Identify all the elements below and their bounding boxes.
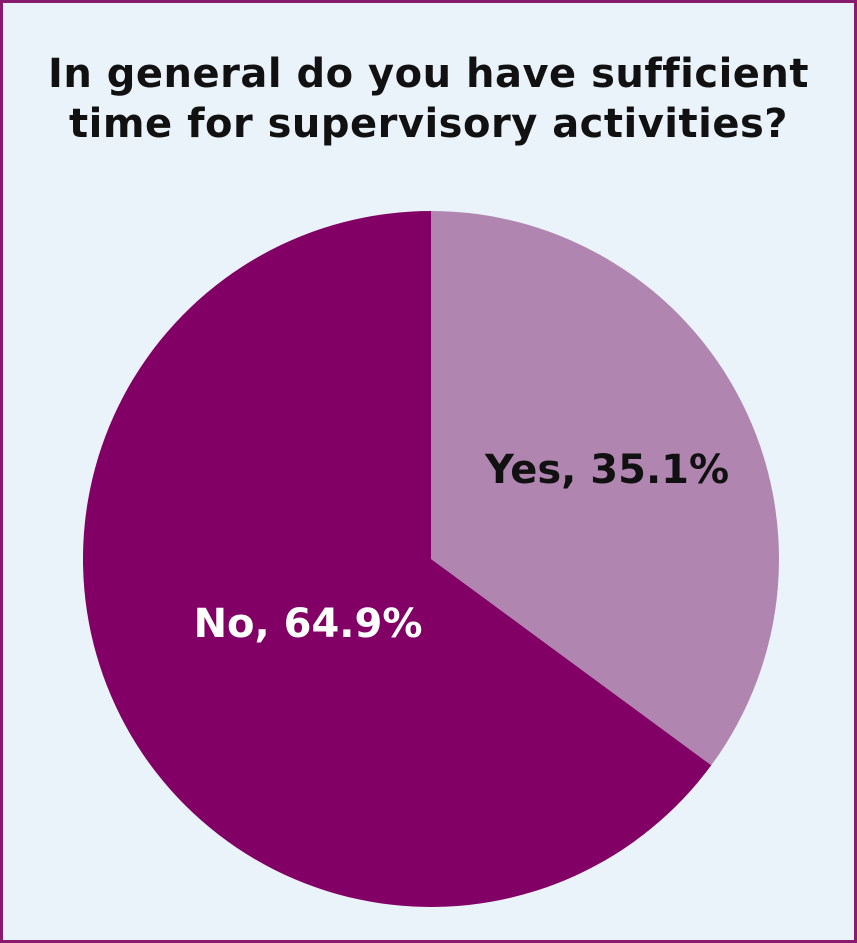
chart-title-line-2: time for supervisory activities? bbox=[69, 101, 788, 147]
pie-label-no: No, 64.9% bbox=[194, 601, 423, 647]
pie-chart: Yes, 35.1% No, 64.9% bbox=[82, 211, 779, 907]
chart-title: In general do you have sufficient time f… bbox=[3, 49, 854, 149]
chart-title-line-1: In general do you have sufficient bbox=[47, 51, 810, 97]
pie-slice-yes bbox=[431, 211, 779, 766]
pie-label-yes: Yes, 35.1% bbox=[484, 447, 729, 493]
pie-slice-no bbox=[82, 211, 712, 907]
